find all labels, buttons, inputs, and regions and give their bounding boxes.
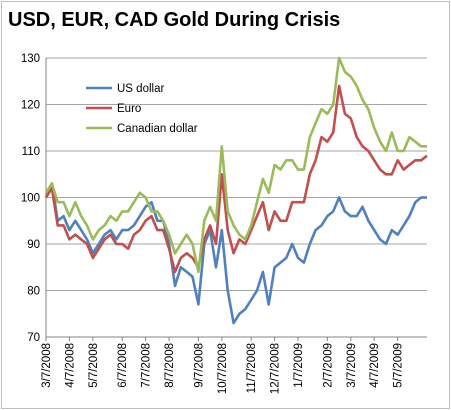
y-tick-label: 80 [27, 286, 40, 298]
gridlines [46, 57, 427, 291]
series-line-canadian-dollar [44, 56, 427, 274]
x-tick-label: 4/7/2009 [369, 343, 381, 388]
legend-label: Canadian dollar [117, 123, 198, 135]
x-tick-label: 7/7/2008 [141, 343, 153, 388]
axes [45, 58, 427, 341]
x-tick-label: 3/7/2008 [41, 343, 53, 388]
series-line-us-dollar [44, 182, 427, 325]
x-tick-label: 8/7/2008 [164, 343, 176, 388]
x-tick-label: 9/7/2008 [193, 343, 205, 388]
x-axis-tick-labels: 3/7/2008 4/7/2008 5/7/2008 6/7/2008 7/7/2008… [41, 343, 405, 394]
y-tick-label: 70 [27, 332, 40, 344]
series-line-euro [44, 84, 428, 274]
y-tick-label: 120 [21, 100, 40, 112]
x-tick-label: 5/7/2008 [88, 343, 100, 388]
y-tick-label: 100 [21, 193, 40, 205]
y-tick-label: 110 [22, 146, 40, 158]
legend-label: Euro [117, 103, 141, 115]
x-tick-label: 10/7/2008 [217, 343, 229, 394]
legend: US dollar Euro Canadian dollar [86, 83, 198, 135]
y-tick-label: 90 [27, 239, 40, 251]
x-tick-label: 11/7/2008 [246, 343, 258, 393]
chart-title: USD, EUR, CAD Gold During Crisis [8, 9, 341, 31]
series-lines [44, 56, 428, 325]
x-tick-label: 3/7/2009 [346, 343, 358, 388]
y-tick-label: 130 [21, 53, 40, 65]
x-tick-label: 1/7/2009 [293, 343, 305, 388]
x-tick-label: 2/7/2009 [322, 343, 334, 388]
y-axis-tick-labels: 70 80 90 100 110 120 130 [21, 53, 40, 344]
x-tick-label: 6/7/2008 [117, 343, 129, 388]
legend-label: US dollar [117, 83, 164, 95]
x-tick-label: 5/7/2009 [393, 343, 405, 388]
x-tick-label: 12/7/2008 [270, 343, 282, 394]
x-tick-label: 4/7/2008 [64, 343, 76, 388]
